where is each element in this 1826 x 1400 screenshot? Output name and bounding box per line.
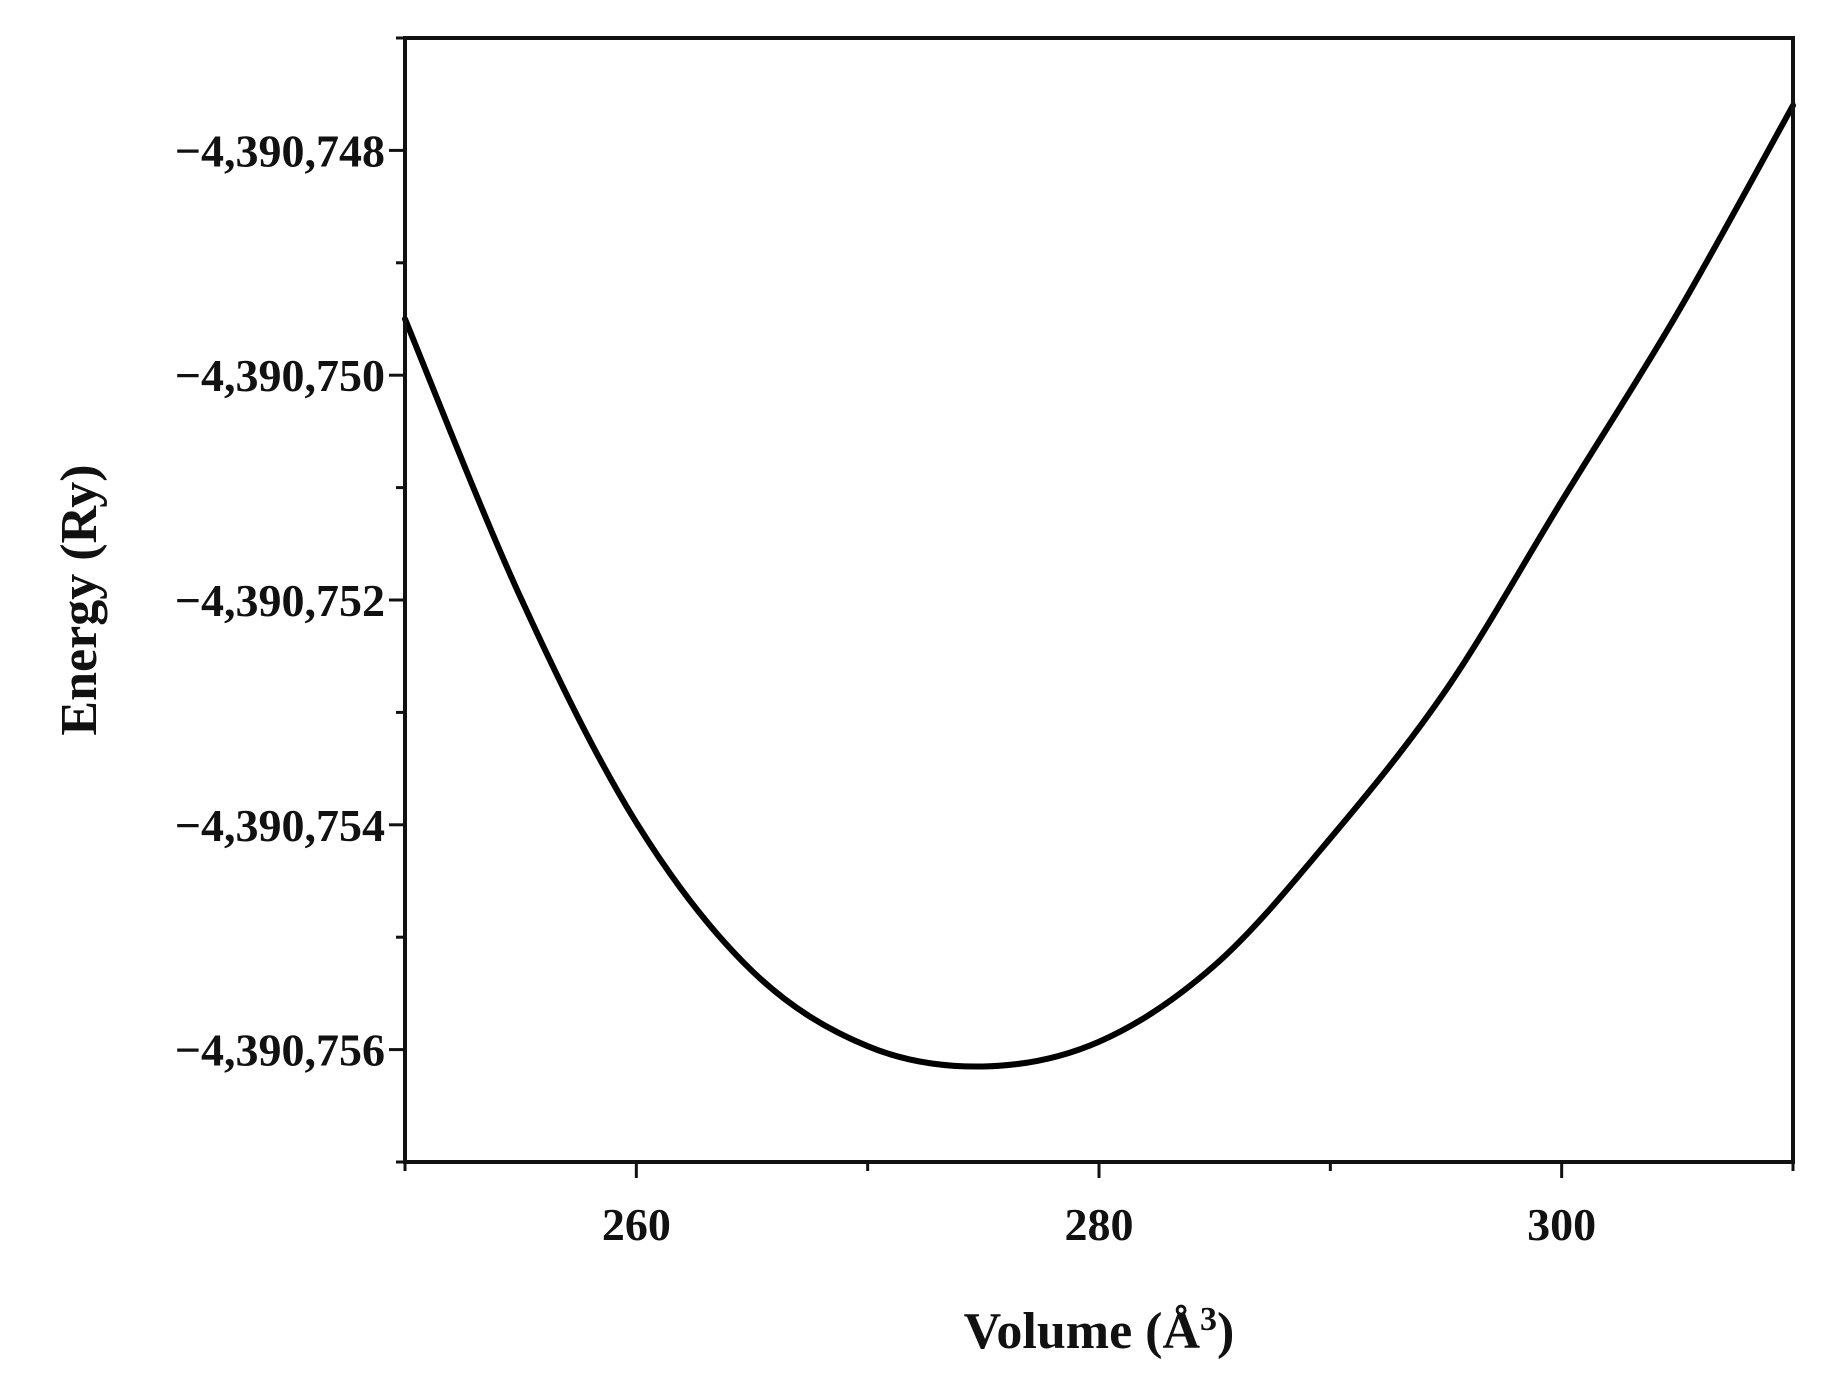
x-axis-title-close: ) <box>1217 1303 1234 1360</box>
x-tick-label: 280 <box>1065 1199 1134 1250</box>
y-tick-label: −4,390,752 <box>175 575 385 626</box>
x-axis-title-main: Volume (Å <box>964 1303 1201 1360</box>
plot-frame <box>403 36 1795 1164</box>
x-tick-label: 300 <box>1527 1199 1596 1250</box>
energy-curve <box>402 102 1796 1070</box>
tick-labels: 260 280 300 −4,390,748 −4,390,750 −4,390,752 −… <box>175 125 1596 1250</box>
y-tick-label: −4,390,748 <box>175 125 385 176</box>
x-axis-title: Volume (Å3) <box>964 1301 1235 1361</box>
tick-marks <box>389 36 1795 1178</box>
x-tick-label: 260 <box>602 1199 671 1250</box>
y-axis-title: Energy (Ry) <box>51 464 108 735</box>
y-tick-label: −4,390,756 <box>175 1025 385 1076</box>
y-tick-label: −4,390,750 <box>175 350 385 401</box>
y-tick-label: −4,390,754 <box>175 800 385 851</box>
x-axis-title-superscript: 3 <box>1200 1301 1217 1338</box>
